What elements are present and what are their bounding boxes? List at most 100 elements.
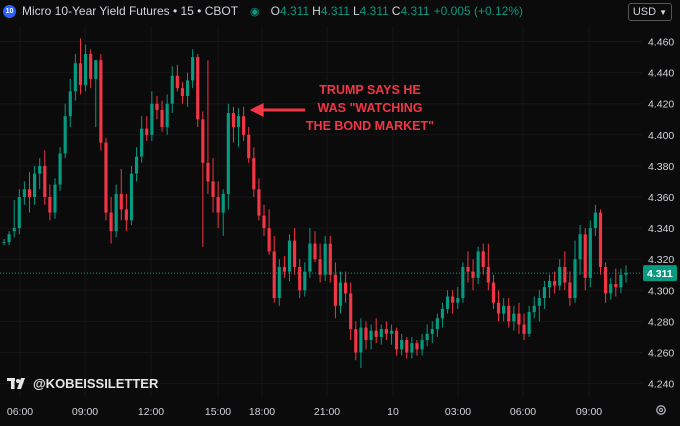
candle-body: [129, 173, 134, 221]
candle: [364, 321, 368, 350]
candle: [598, 209, 603, 275]
candle: [73, 53, 77, 101]
candle: [568, 271, 572, 306]
candle-body: [114, 193, 118, 232]
candle-body: [609, 284, 613, 294]
candle-body: [201, 119, 205, 163]
currency-selector[interactable]: USD ▼: [627, 3, 672, 21]
x-tick-label: 06:00: [7, 406, 33, 418]
y-tick-label: 4.400: [648, 130, 674, 142]
candle: [129, 165, 134, 225]
candle-body: [568, 282, 572, 299]
y-tick-label: 4.380: [648, 161, 674, 173]
candle: [109, 197, 113, 244]
y-tick-label: 4.240: [648, 379, 674, 391]
candle: [99, 53, 103, 151]
x-tick-label: 12:00: [138, 406, 164, 418]
candle: [456, 287, 460, 309]
candle: [247, 127, 251, 163]
candle-body: [7, 234, 11, 243]
candle: [440, 302, 445, 328]
candle: [226, 103, 230, 210]
y-tick-label: 4.260: [648, 347, 674, 359]
candle: [466, 251, 470, 283]
candle-body: [226, 113, 230, 194]
candle: [527, 305, 531, 337]
gear-icon[interactable]: [655, 404, 667, 416]
candle-body: [185, 80, 190, 96]
candle: [318, 243, 322, 283]
candle-body: [221, 193, 225, 213]
candle: [461, 262, 465, 303]
candle-body: [333, 274, 337, 306]
candle: [547, 274, 552, 299]
candle-body: [435, 318, 439, 330]
y-tick-label: 4.420: [648, 99, 674, 111]
candle: [119, 169, 123, 221]
candle: [507, 298, 511, 328]
candle: [303, 262, 307, 297]
candle: [553, 271, 557, 294]
candle: [619, 268, 623, 294]
candle: [522, 313, 526, 341]
chevron-down-icon: ▼: [659, 7, 667, 17]
candle-body: [547, 280, 552, 288]
candle: [491, 274, 496, 309]
candle-body: [491, 282, 496, 303]
candle: [201, 111, 205, 247]
candle: [104, 137, 108, 221]
candle-body: [145, 128, 149, 135]
candle-body: [308, 243, 312, 272]
y-tick-label: 4.320: [648, 254, 674, 266]
price-change: +0.005 (+0.12%): [433, 4, 523, 18]
candle: [12, 200, 16, 238]
candle: [573, 240, 577, 303]
candle-body: [451, 296, 455, 303]
candle: [262, 204, 266, 236]
candle: [384, 321, 388, 341]
candle: [277, 259, 281, 306]
candle: [537, 290, 541, 322]
candle-body: [344, 282, 348, 294]
symbol-badge-icon[interactable]: 10: [3, 4, 16, 18]
chart-header: 10 Micro 10-Year Yield Futures • 15 • CB…: [0, 0, 640, 22]
candle-body: [257, 189, 261, 216]
candle-body: [466, 266, 470, 272]
candle-body: [389, 330, 394, 334]
candle: [486, 243, 490, 291]
candle-body: [410, 343, 414, 353]
candle: [476, 246, 480, 285]
candle: [328, 235, 332, 283]
candle-body: [593, 212, 597, 229]
candle: [38, 158, 42, 190]
candle-body: [573, 259, 577, 299]
candle-body: [38, 165, 42, 174]
last-price-label: 4.311: [647, 268, 673, 280]
candle-body: [68, 91, 72, 117]
candle-body: [359, 327, 363, 353]
candle: [134, 147, 139, 182]
candle: [267, 209, 271, 255]
candle-body: [33, 173, 37, 198]
candle: [145, 116, 149, 142]
x-tick-label: 09:00: [72, 406, 98, 418]
candle-body: [614, 284, 618, 288]
candle: [415, 340, 419, 356]
candle: [236, 108, 241, 148]
candle-body: [180, 88, 185, 96]
candle: [481, 243, 485, 275]
candle-body: [104, 142, 108, 213]
candle: [359, 318, 363, 369]
candle: [609, 277, 613, 300]
candle-body: [277, 266, 281, 299]
symbol-title[interactable]: Micro 10-Year Yield Futures • 15 • CBOT: [22, 4, 239, 18]
candle: [471, 259, 475, 291]
candle-body: [293, 240, 297, 267]
candle-body: [134, 156, 139, 174]
candle-body: [272, 251, 276, 299]
candle-body: [89, 53, 93, 79]
candle: [287, 234, 292, 281]
candle: [369, 324, 373, 350]
